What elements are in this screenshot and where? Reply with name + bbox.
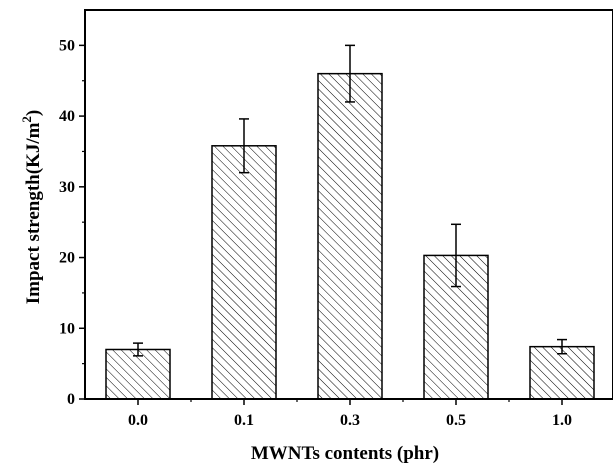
- bar-1.0: [529, 345, 595, 400]
- x-tick-label-0.3: 0.3: [340, 412, 360, 429]
- y-tick-label-0: 0: [67, 391, 75, 408]
- y-tick-label-50: 50: [59, 37, 75, 54]
- y-tick-label-20: 20: [59, 250, 75, 267]
- x-tick-label-1.0: 1.0: [552, 412, 572, 429]
- x-tick-label-0.1: 0.1: [234, 412, 254, 429]
- x-axis: 0.0 0.1 0.3 0.5 1.0: [128, 399, 572, 429]
- bar-0.3: [317, 72, 383, 400]
- bar-0.0: [105, 348, 171, 400]
- y-tick-label-10: 10: [59, 320, 75, 337]
- y-axis-title: Impact strength(KJ/m2): [19, 110, 44, 305]
- y-tick-label-40: 40: [59, 108, 75, 125]
- x-axis-title: MWNTs contents (phr): [251, 443, 439, 464]
- error-bars-layer: [133, 44, 567, 357]
- plot-frame: [84, 9, 613, 400]
- y-axis: 0 10 20 30 40 50: [59, 37, 85, 408]
- x-tick-label-0.0: 0.0: [128, 412, 148, 429]
- bars-layer: [105, 72, 595, 400]
- y-tick-label-30: 30: [59, 179, 75, 196]
- bar-0.1: [211, 145, 277, 400]
- x-tick-label-0.5: 0.5: [446, 412, 466, 429]
